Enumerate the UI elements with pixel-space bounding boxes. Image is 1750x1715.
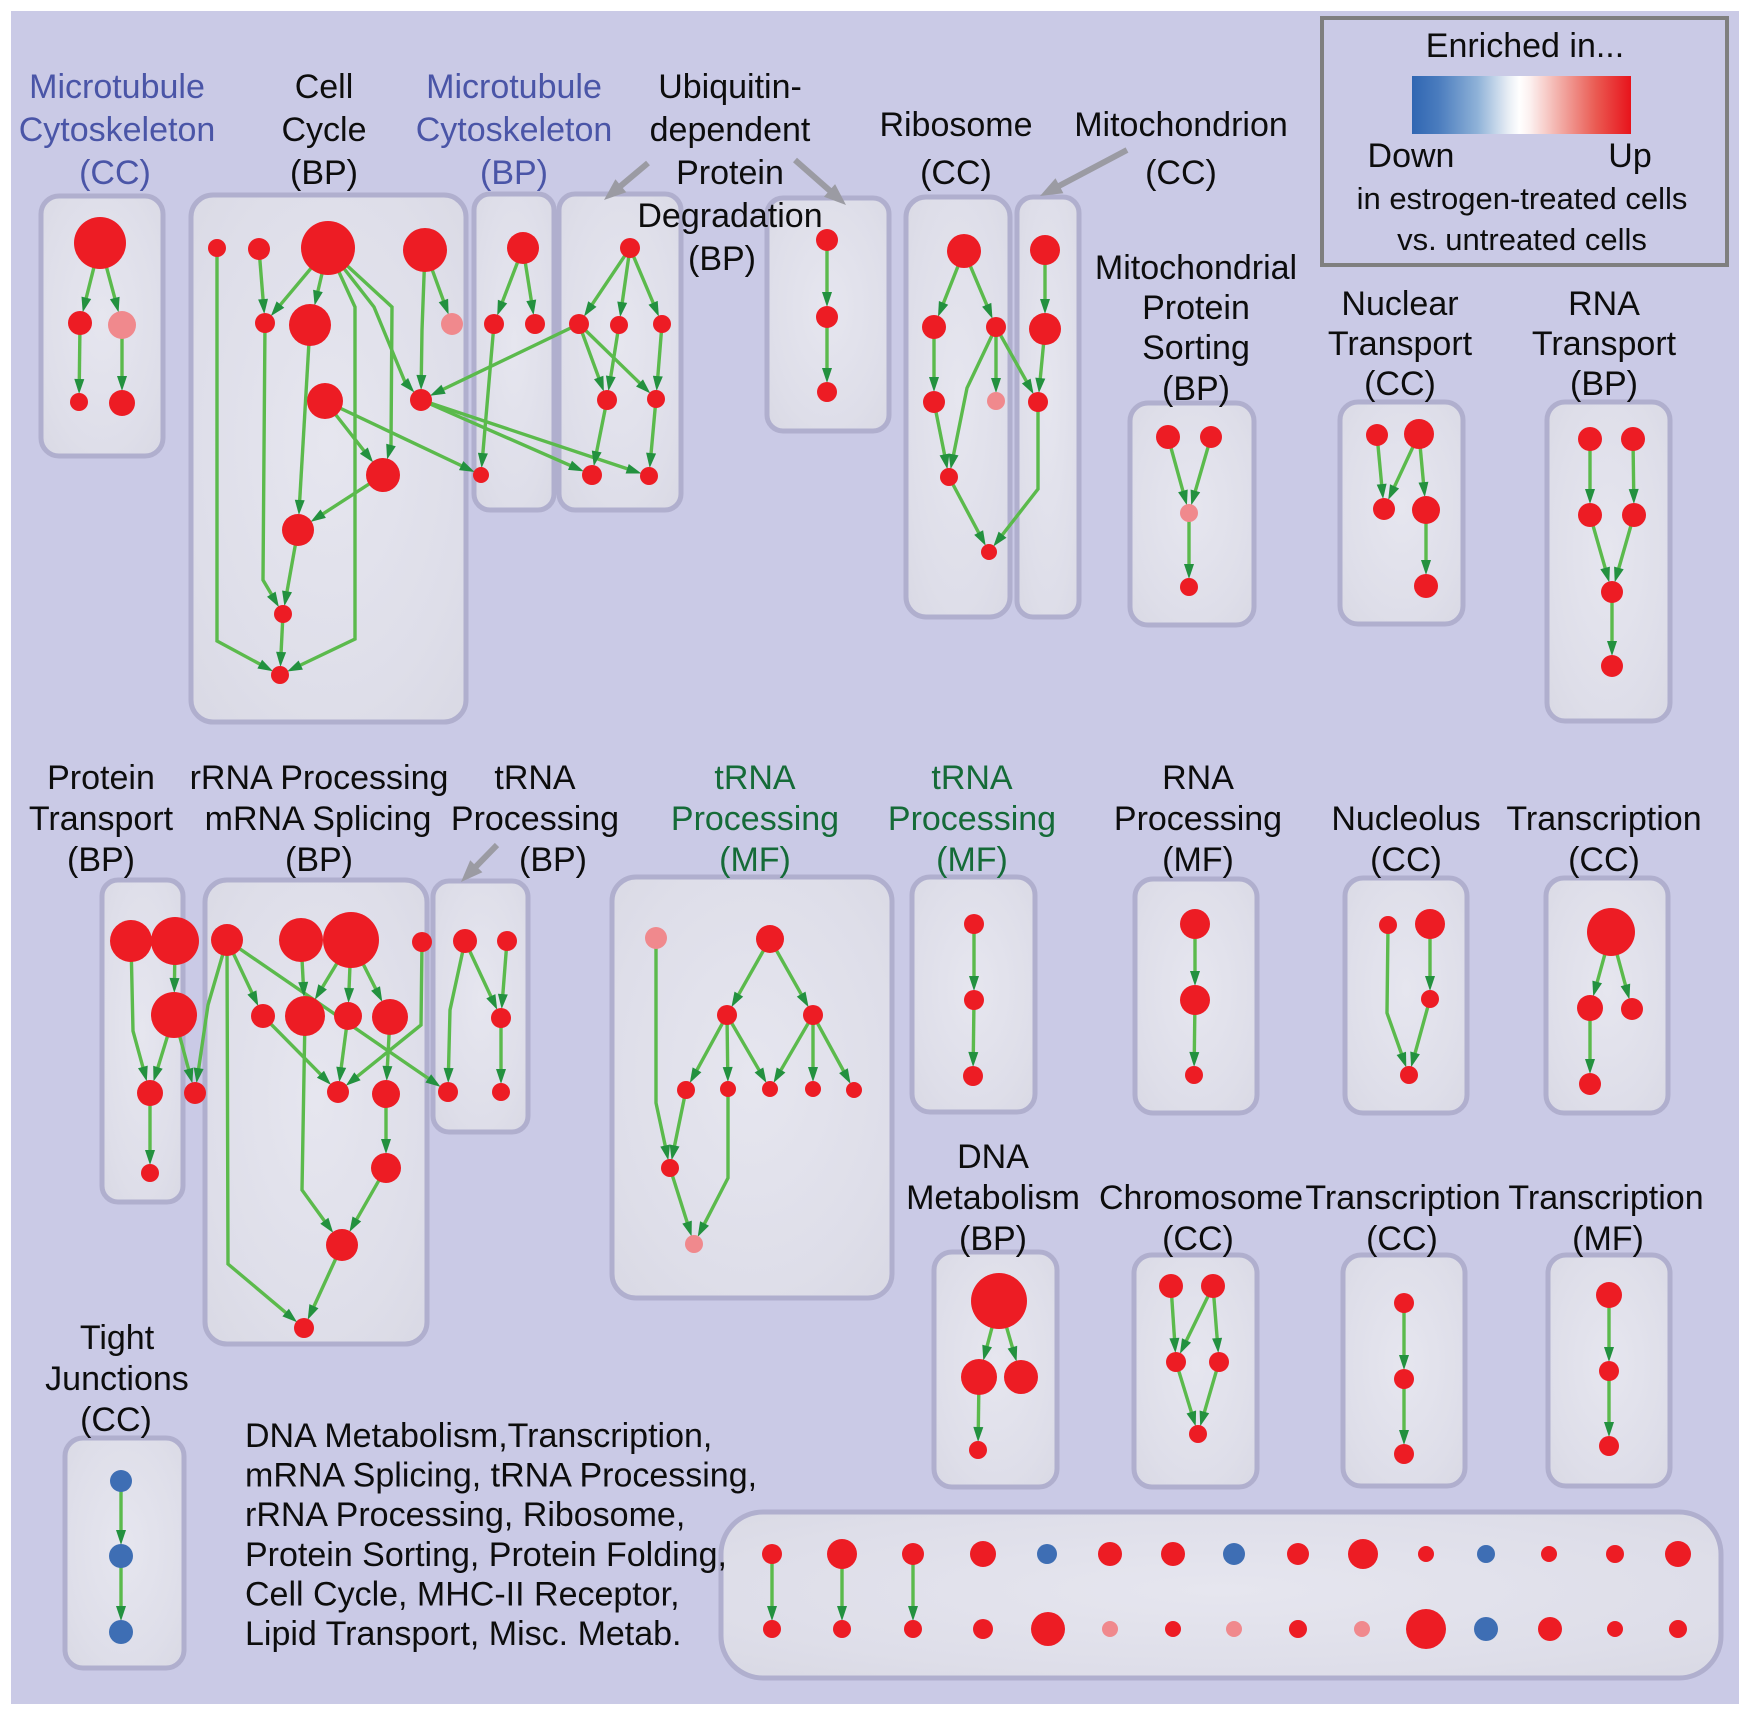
svg-text:Protein Sorting, Protein Foldi: Protein Sorting, Protein Folding, [245, 1536, 727, 1574]
svg-text:Protein: Protein [47, 759, 155, 797]
svg-text:(BP): (BP) [959, 1220, 1027, 1258]
svg-text:Cycle: Cycle [281, 111, 366, 149]
svg-text:Protein: Protein [676, 154, 784, 192]
svg-text:Processing: Processing [671, 800, 839, 838]
svg-text:(BP): (BP) [67, 841, 135, 879]
svg-text:tRNA: tRNA [931, 759, 1013, 797]
svg-text:Mitochondrial: Mitochondrial [1095, 249, 1297, 287]
svg-text:(MF): (MF) [719, 841, 791, 879]
svg-text:Transcription: Transcription [1305, 1179, 1500, 1217]
svg-text:(CC): (CC) [1366, 1220, 1438, 1258]
svg-text:(CC): (CC) [920, 154, 992, 192]
svg-text:vs. untreated cells: vs. untreated cells [1397, 222, 1647, 257]
svg-text:Metabolism: Metabolism [906, 1179, 1080, 1217]
svg-text:(CC): (CC) [79, 154, 151, 192]
svg-text:Transcription: Transcription [1508, 1179, 1703, 1217]
svg-text:(CC): (CC) [80, 1401, 152, 1439]
svg-text:(CC): (CC) [1162, 1220, 1234, 1258]
svg-text:(BP): (BP) [1570, 365, 1638, 403]
svg-text:Lipid Transport, Misc. Metab.: Lipid Transport, Misc. Metab. [245, 1615, 682, 1653]
svg-text:Down: Down [1368, 137, 1455, 175]
svg-text:(MF): (MF) [936, 841, 1008, 879]
svg-text:Tight: Tight [80, 1319, 155, 1357]
svg-text:rRNA Processing: rRNA Processing [190, 759, 449, 797]
svg-text:Degradation: Degradation [637, 197, 822, 235]
svg-text:RNA: RNA [1568, 285, 1640, 323]
svg-text:Junctions: Junctions [45, 1360, 189, 1398]
svg-text:(CC): (CC) [1145, 154, 1217, 192]
svg-text:Microtubule: Microtubule [29, 68, 205, 106]
svg-text:Processing: Processing [1114, 800, 1282, 838]
svg-text:Mitochondrion: Mitochondrion [1074, 106, 1288, 144]
svg-text:Nucleolus: Nucleolus [1331, 800, 1480, 838]
svg-text:Processing: Processing [451, 800, 619, 838]
svg-text:Cell Cycle, MHC-II Receptor,: Cell Cycle, MHC-II Receptor, [245, 1575, 680, 1613]
svg-text:Transport: Transport [1532, 325, 1677, 363]
svg-text:(BP): (BP) [290, 154, 358, 192]
svg-text:Ubiquitin-: Ubiquitin- [658, 68, 802, 106]
svg-text:Protein: Protein [1142, 289, 1250, 327]
svg-text:(CC): (CC) [1364, 365, 1436, 403]
svg-text:Processing: Processing [888, 800, 1056, 838]
svg-text:mRNA Splicing: mRNA Splicing [205, 800, 432, 838]
svg-text:(CC): (CC) [1370, 841, 1442, 879]
svg-text:(BP): (BP) [519, 841, 587, 879]
svg-text:(BP): (BP) [688, 240, 756, 278]
svg-text:Sorting: Sorting [1142, 329, 1250, 367]
svg-text:(CC): (CC) [1568, 841, 1640, 879]
svg-text:(BP): (BP) [1162, 370, 1230, 408]
svg-text:Nuclear: Nuclear [1341, 285, 1458, 323]
svg-text:tRNA: tRNA [714, 759, 796, 797]
svg-text:Cell: Cell [295, 68, 354, 106]
svg-text:(BP): (BP) [285, 841, 353, 879]
svg-text:DNA: DNA [957, 1138, 1029, 1176]
svg-text:Enriched in...: Enriched in... [1426, 27, 1624, 65]
svg-text:Transport: Transport [1328, 325, 1473, 363]
svg-text:Up: Up [1608, 137, 1651, 175]
svg-text:(MF): (MF) [1162, 841, 1234, 879]
svg-text:mRNA Splicing, tRNA Processing: mRNA Splicing, tRNA Processing, [245, 1457, 757, 1495]
svg-text:dependent: dependent [650, 111, 811, 149]
svg-text:Transcription: Transcription [1506, 800, 1701, 838]
svg-text:RNA: RNA [1162, 759, 1234, 797]
svg-text:DNA Metabolism,Transcription,: DNA Metabolism,Transcription, [245, 1417, 712, 1455]
svg-text:Microtubule: Microtubule [426, 68, 602, 106]
svg-text:in estrogen-treated cells: in estrogen-treated cells [1357, 181, 1688, 216]
svg-text:tRNA: tRNA [494, 759, 576, 797]
svg-text:Cytoskeleton: Cytoskeleton [416, 111, 613, 149]
svg-text:(MF): (MF) [1572, 1220, 1644, 1258]
svg-text:Cytoskeleton: Cytoskeleton [19, 111, 216, 149]
svg-text:Ribosome: Ribosome [879, 106, 1032, 144]
svg-text:rRNA Processing, Ribosome,: rRNA Processing, Ribosome, [245, 1496, 685, 1534]
svg-text:Chromosome: Chromosome [1099, 1179, 1303, 1217]
svg-text:Transport: Transport [29, 800, 174, 838]
svg-text:(BP): (BP) [480, 154, 548, 192]
